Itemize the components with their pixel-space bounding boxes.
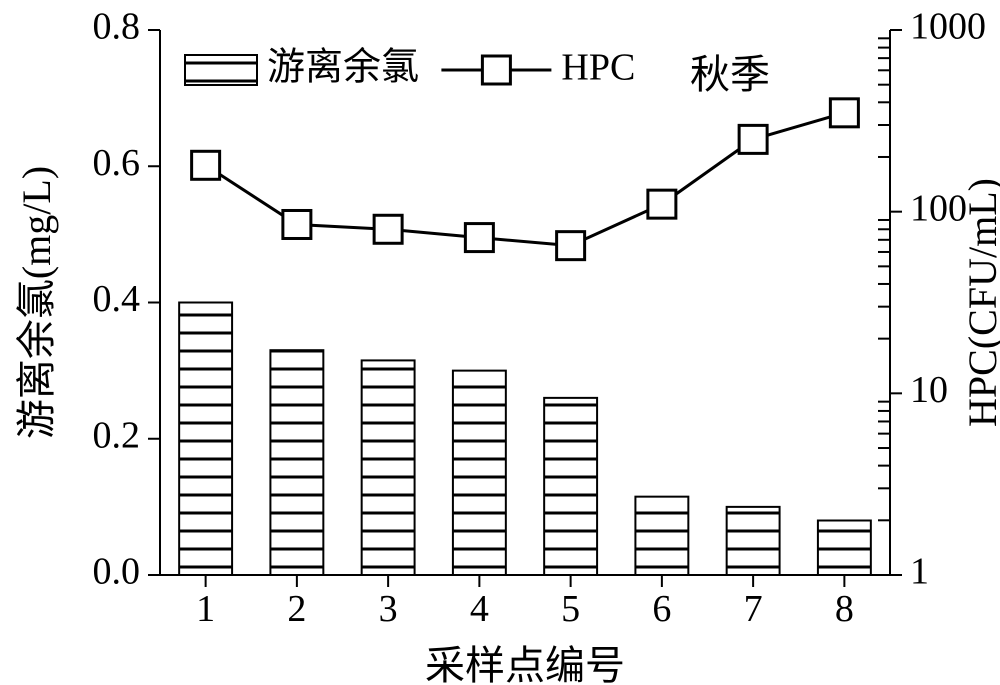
svg-text:1: 1	[910, 551, 929, 593]
svg-text:游离余氯: 游离余氯	[267, 47, 419, 89]
hpc-marker	[465, 224, 493, 252]
hpc-marker	[739, 125, 767, 153]
bar	[727, 507, 780, 575]
svg-text:HPC: HPC	[561, 47, 635, 89]
svg-text:HPC(CFU/mL): HPC(CFU/mL)	[960, 178, 1000, 427]
svg-text:7: 7	[744, 588, 763, 630]
svg-text:8: 8	[835, 588, 854, 630]
svg-text:3: 3	[379, 588, 398, 630]
bar	[818, 521, 871, 576]
bar	[179, 303, 232, 576]
bar	[635, 497, 688, 575]
hpc-marker	[557, 232, 585, 260]
hpc-marker	[830, 99, 858, 127]
bar	[270, 350, 323, 575]
svg-text:0.2: 0.2	[93, 414, 141, 456]
legend-swatch-bar	[185, 55, 257, 85]
season-label: 秋季	[690, 52, 770, 97]
svg-text:0.4: 0.4	[93, 278, 141, 320]
svg-text:1: 1	[196, 588, 215, 630]
svg-text:10: 10	[910, 369, 948, 411]
chart-svg: 0.0 0.2 0.4 0.6 0.8 1 10 100 1000 1 2 3 4 5 6 7 8 采样点编号 游离…	[0, 0, 1000, 685]
svg-text:4: 4	[470, 588, 489, 630]
svg-text:1000: 1000	[910, 6, 986, 48]
bar	[362, 360, 415, 575]
bar	[453, 371, 506, 575]
svg-text:0.0: 0.0	[93, 551, 141, 593]
svg-text:100: 100	[910, 187, 967, 229]
svg-text:采样点编号: 采样点编号	[425, 643, 625, 685]
svg-text:2: 2	[287, 588, 306, 630]
legend-marker	[482, 56, 510, 84]
svg-text:6: 6	[652, 588, 671, 630]
svg-text:5: 5	[561, 588, 580, 630]
hpc-marker	[192, 151, 220, 179]
svg-text:0.6: 0.6	[93, 142, 141, 184]
hpc-marker	[374, 215, 402, 243]
dual-axis-chart: 0.0 0.2 0.4 0.6 0.8 1 10 100 1000 1 2 3 4 5 6 7 8 采样点编号 游离…	[0, 0, 1000, 685]
svg-text:0.8: 0.8	[93, 6, 141, 48]
svg-text:游离余氯(mg/L): 游离余氯(mg/L)	[14, 166, 59, 439]
hpc-marker	[648, 190, 676, 218]
hpc-marker	[283, 210, 311, 238]
bar	[544, 398, 597, 575]
